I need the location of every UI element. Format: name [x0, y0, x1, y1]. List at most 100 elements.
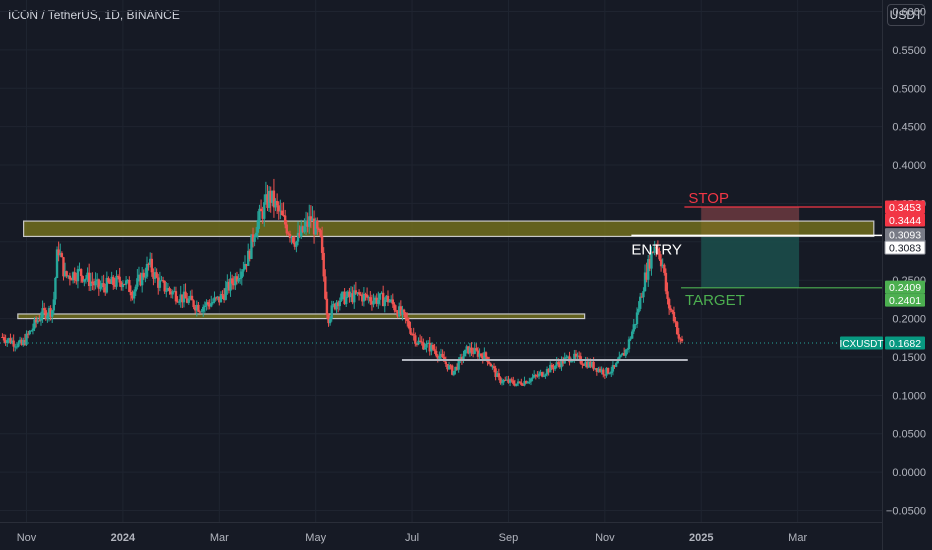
candle-body	[640, 296, 644, 298]
candle-body	[12, 340, 15, 347]
candle-body	[65, 271, 68, 277]
y-tick-label: 0.1500	[892, 352, 926, 364]
candle-body	[322, 252, 325, 277]
candle-body	[55, 249, 59, 278]
candle-body	[505, 379, 509, 381]
candle-body	[471, 352, 475, 354]
candle-body	[336, 302, 340, 307]
candle-body	[115, 276, 118, 287]
candle-body	[134, 286, 137, 292]
candle-body	[306, 220, 309, 227]
candle-body	[410, 333, 414, 335]
candle-body	[608, 373, 611, 375]
candle-body	[508, 379, 512, 383]
candle-body	[391, 299, 395, 305]
candle-body	[226, 281, 229, 288]
candle-body	[386, 295, 390, 303]
candle-body	[282, 214, 285, 216]
candle-body	[221, 294, 224, 296]
candle-body	[128, 279, 131, 292]
y-tick-label: 0.6000	[892, 7, 926, 19]
candle-body	[597, 368, 600, 372]
candle-body	[261, 211, 264, 219]
candle-body	[269, 190, 272, 203]
candle-body	[87, 272, 91, 287]
candle-body	[34, 319, 38, 323]
candle-body	[553, 365, 557, 370]
candle-body	[659, 259, 663, 267]
x-tick-label: Mar	[788, 532, 807, 544]
x-tick-label: Mar	[210, 532, 229, 544]
candle-body	[303, 226, 306, 232]
candle-body	[516, 381, 520, 384]
candle-body	[500, 382, 504, 384]
candle-body	[104, 287, 107, 293]
candle-body	[340, 293, 343, 301]
price-badge	[885, 280, 925, 294]
candle-body	[291, 237, 295, 243]
candle-body	[423, 347, 427, 350]
candle-body	[460, 357, 464, 361]
candle-body	[235, 276, 239, 282]
candle-body	[558, 363, 562, 368]
price-badge-text: 0.2401	[889, 295, 921, 307]
candle-body	[279, 210, 282, 212]
candle-body	[528, 381, 531, 383]
currency-button[interactable]: USDT	[887, 4, 925, 26]
candle-body	[166, 287, 170, 291]
candle-body	[425, 343, 428, 348]
candle-body	[338, 300, 341, 307]
candle-body	[513, 383, 517, 386]
candle-body	[491, 366, 494, 368]
candle-body	[661, 264, 664, 267]
y-tick-label: −0.0500	[886, 505, 926, 517]
candle-body	[52, 299, 56, 311]
candle-body	[155, 272, 158, 278]
candle-body	[341, 291, 345, 294]
candle-body	[436, 355, 439, 359]
candle-body	[121, 284, 125, 288]
candle-body	[28, 330, 31, 335]
price-badge-text: 0.2409	[889, 282, 921, 294]
candle-body	[83, 279, 86, 282]
candle-body	[532, 374, 536, 378]
candle-body	[406, 317, 409, 322]
candle-body	[271, 190, 274, 203]
candle-body	[250, 234, 253, 259]
candle-body	[438, 356, 441, 359]
candle-body	[42, 308, 46, 311]
candle-body	[637, 308, 640, 313]
candle-body	[420, 341, 423, 343]
candle-body	[332, 303, 335, 306]
candle-body	[253, 237, 256, 242]
candle-body	[598, 368, 602, 372]
candle-body	[126, 279, 129, 281]
candle-body	[200, 311, 203, 313]
lower-zone	[17, 313, 586, 320]
candle-body	[108, 282, 112, 284]
candle-body	[544, 374, 547, 376]
candle-body	[275, 200, 279, 206]
candle-body	[470, 347, 473, 353]
candle-body	[26, 333, 30, 335]
candle-body	[76, 269, 80, 282]
candle-body	[353, 290, 356, 303]
candle-body	[639, 296, 642, 309]
candle-body	[669, 308, 672, 311]
candle-body	[160, 280, 163, 282]
candle-body	[6, 340, 9, 343]
candle-body	[581, 363, 584, 365]
candle-body	[459, 357, 462, 360]
candle-body	[595, 368, 599, 372]
candle-body	[555, 362, 558, 366]
candle-body	[78, 269, 81, 271]
candle-body	[298, 232, 301, 237]
candle-body	[86, 272, 89, 279]
candle-body	[534, 374, 537, 376]
price-badge	[885, 200, 925, 214]
candle-body	[150, 258, 154, 273]
candle-body	[283, 215, 287, 225]
candle-body	[259, 208, 263, 212]
candle-body	[539, 372, 542, 374]
